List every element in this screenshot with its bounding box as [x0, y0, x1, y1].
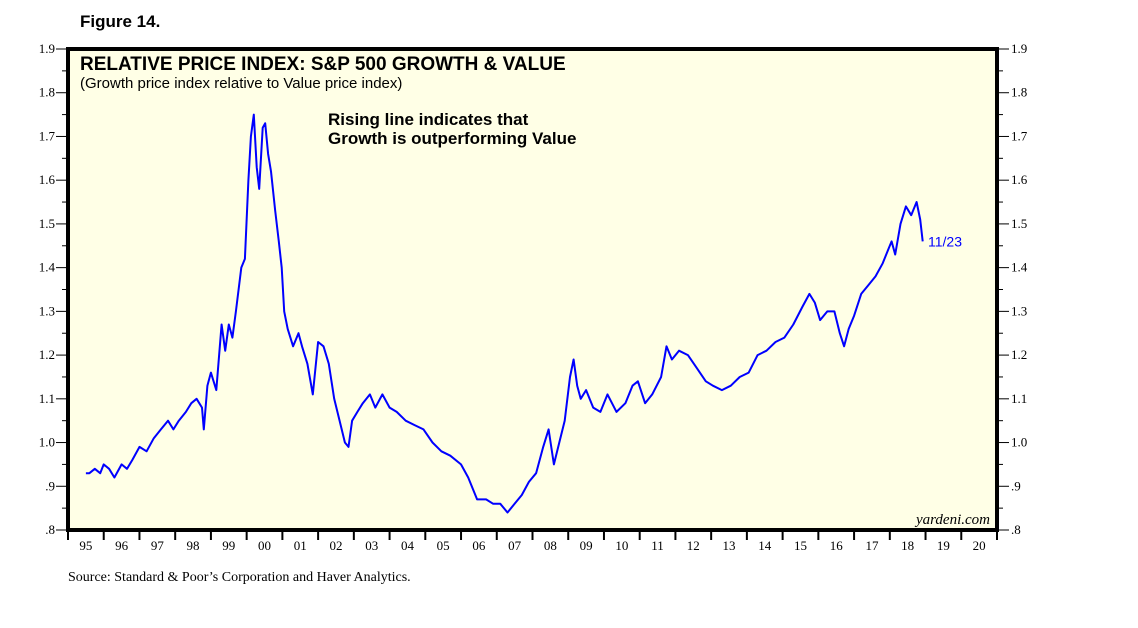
x-tick-label: 01	[294, 538, 307, 553]
y-axis-left: .8 .9 1.0 1.1 1.2 1.3 1.4 1.5 1.6 1.7 1.8 1.9	[39, 41, 68, 537]
x-tick-label: 05	[437, 538, 450, 553]
figure-label: Figure 14.	[80, 12, 161, 31]
y-tick-label-left: 1.7	[39, 128, 56, 143]
y-tick-label-left: 1.6	[39, 172, 56, 187]
y-tick-label-right: 1.4	[1011, 260, 1028, 275]
y-tick-label-right: 1.7	[1011, 128, 1028, 143]
y-tick-label-right: .9	[1011, 478, 1021, 493]
y-tick-label-right: 1.0	[1011, 435, 1027, 450]
plot-frame	[66, 47, 999, 532]
x-tick-label: 03	[365, 538, 378, 553]
y-tick-label-right: 1.6	[1011, 172, 1028, 187]
x-tick-label: 95	[79, 538, 92, 553]
x-tick-label: 00	[258, 538, 271, 553]
annotation-line-2: Growth is outperforming Value	[328, 129, 576, 148]
y-tick-label-right: 1.1	[1011, 391, 1027, 406]
y-tick-label-right: 1.2	[1011, 347, 1027, 362]
x-tick-label: 07	[508, 538, 522, 553]
plot-area	[68, 49, 997, 530]
x-tick-label: 19	[937, 538, 950, 553]
y-tick-label-left: 1.9	[39, 41, 55, 56]
x-tick-label: 96	[115, 538, 129, 553]
y-tick-label-left: 1.0	[39, 435, 55, 450]
x-tick-label: 02	[329, 538, 342, 553]
x-tick-label: 16	[830, 538, 844, 553]
x-tick-label: 04	[401, 538, 415, 553]
y-tick-label-right: 1.5	[1011, 216, 1027, 231]
chart-title: RELATIVE PRICE INDEX: S&P 500 GROWTH & V…	[80, 54, 566, 75]
y-tick-label-left: 1.3	[39, 303, 55, 318]
y-tick-label-left: 1.1	[39, 391, 55, 406]
x-tick-label: 17	[865, 538, 879, 553]
y-tick-label-left: 1.5	[39, 216, 55, 231]
watermark: yardeni.com	[914, 512, 990, 528]
x-tick-label: 10	[615, 538, 628, 553]
x-tick-label: 20	[973, 538, 986, 553]
x-tick-label: 99	[222, 538, 235, 553]
y-tick-label-right: 1.3	[1011, 303, 1027, 318]
end-date-label: 11/23	[928, 233, 962, 249]
x-tick-label: 12	[687, 538, 700, 553]
x-tick-label: 97	[151, 538, 165, 553]
x-tick-label: 18	[901, 538, 914, 553]
chart-subtitle: (Growth price index relative to Value pr…	[80, 75, 402, 92]
y-axis-right: .8 .9 1.0 1.1 1.2 1.3 1.4 1.5 1.6 1.7 1.8 1.9	[997, 41, 1028, 537]
y-tick-label-left: .8	[45, 522, 55, 537]
y-tick-label-right: 1.9	[1011, 41, 1027, 56]
annotation-line-1: Rising line indicates that	[328, 110, 529, 129]
x-tick-label: 98	[187, 538, 200, 553]
y-tick-label-left: 1.8	[39, 85, 55, 100]
y-tick-label-right: 1.8	[1011, 85, 1027, 100]
x-tick-label: 15	[794, 538, 807, 553]
x-axis: 95 96 97 98 99 00 01 02 03 04 05 06 07 08 09 10 11 12 13 14…	[67, 530, 998, 553]
source-note: Source: Standard & Poor’s Corporation an…	[68, 570, 411, 585]
y-tick-label-right: .8	[1011, 522, 1021, 537]
x-tick-label: 08	[544, 538, 557, 553]
y-tick-label-left: 1.2	[39, 347, 55, 362]
x-tick-label: 11	[651, 538, 664, 553]
y-tick-label-left: .9	[45, 478, 55, 493]
y-tick-label-left: 1.4	[39, 260, 56, 275]
x-tick-label: 06	[472, 538, 486, 553]
x-tick-label: 14	[758, 538, 772, 553]
x-tick-label: 09	[580, 538, 593, 553]
x-tick-label: 13	[723, 538, 736, 553]
series-line-growth-value	[85, 113, 924, 514]
